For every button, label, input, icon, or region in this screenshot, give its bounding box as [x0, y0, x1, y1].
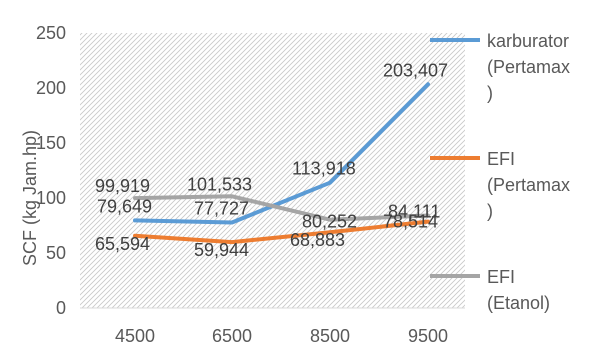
legend-label: (Etanol): [487, 293, 550, 313]
y-axis-ticks: 0 50 100 150 200 250: [36, 23, 66, 318]
data-label: 68,883: [290, 230, 345, 250]
series-line-3: [133, 194, 430, 222]
legend-label: karburator: [487, 31, 569, 51]
data-label: 78,514: [383, 212, 438, 232]
legend-label: (Pertamax: [487, 175, 570, 195]
data-label: 59,944: [194, 240, 249, 260]
data-label: 101,533: [187, 174, 252, 194]
x-tick-label: 9500: [408, 326, 448, 346]
y-tick-label: 100: [36, 188, 66, 208]
data-label: 79,649: [97, 196, 152, 216]
x-tick-label: 8500: [310, 326, 350, 346]
y-tick-label: 150: [36, 133, 66, 153]
data-label: 84,111: [388, 201, 440, 221]
legend-label: EFI: [487, 149, 515, 169]
data-label: 99,919: [95, 176, 150, 196]
data-label: 80,252: [302, 212, 357, 232]
data-label: 65,594: [95, 234, 150, 254]
x-axis-ticks: 4500 6500 8500 9500: [115, 326, 448, 346]
x-tick-label: 6500: [212, 326, 252, 346]
legend-label: ): [487, 201, 493, 221]
y-axis-title: SCF (kg Jam.hp): [20, 130, 40, 266]
x-tick-label: 4500: [115, 326, 155, 346]
legend-label: EFI: [487, 267, 515, 287]
y-tick-label: 250: [36, 23, 66, 43]
data-label: 113,918: [292, 159, 356, 179]
series-lines: [133, 82, 430, 245]
data-label: 77,727: [194, 199, 249, 219]
y-tick-label: 50: [46, 243, 66, 263]
series-line-1: [133, 82, 430, 225]
legend-label: (Pertamax: [487, 57, 570, 77]
y-tick-label: 0: [56, 298, 66, 318]
data-label: 203,407: [383, 60, 448, 80]
plot-area-background: [80, 33, 465, 308]
y-tick-label: 200: [36, 78, 66, 98]
legend-label: ): [487, 83, 493, 103]
series-line-2: [133, 219, 430, 245]
legend: karburator (Pertamax) EFI (Pertamax) EFI (Eta…: [430, 31, 570, 313]
data-labels: 79,649 77,727 113,918 203,407 65,594 59,944 68…: [95, 60, 448, 260]
